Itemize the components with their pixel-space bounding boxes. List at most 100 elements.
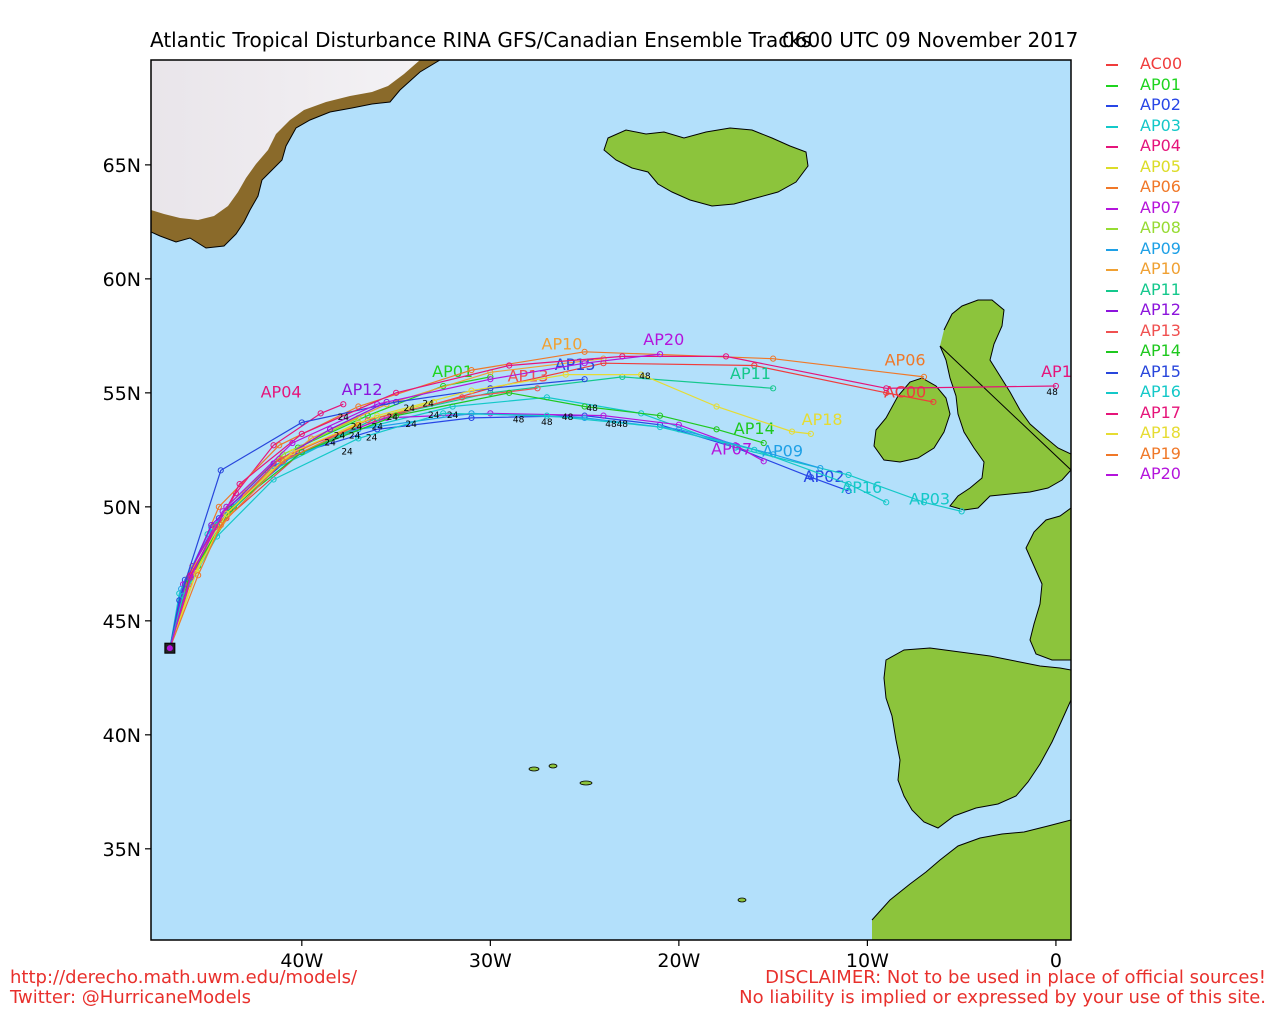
track-point xyxy=(562,371,569,378)
europe-mainland xyxy=(1026,508,1071,660)
track-point xyxy=(770,355,777,362)
forecast-hour-label: 24 xyxy=(349,431,361,441)
storm-origin-dot xyxy=(166,645,173,652)
track-point xyxy=(487,389,494,396)
forecast-hour-label: 24 xyxy=(372,422,384,432)
lon-tick-label: 20W xyxy=(657,950,700,972)
track-label: AP11 xyxy=(730,364,771,383)
track-label: AP10 xyxy=(542,335,583,354)
track-point xyxy=(392,412,400,419)
iberia xyxy=(884,648,1071,828)
track-point xyxy=(440,410,447,417)
axes-layer: 35N 40N 45N 50N 55N 60N 65N 40W 30W 20W 10W 0 xyxy=(103,155,1062,972)
legend-item-ap14: AP14 xyxy=(1100,341,1270,362)
iberia-coast xyxy=(883,647,1071,829)
legend-label: AP03 xyxy=(1140,115,1181,135)
legend-swatch xyxy=(1106,351,1118,353)
track-point xyxy=(807,474,814,481)
track-point xyxy=(722,353,730,360)
legend-label: AP02 xyxy=(1140,95,1181,114)
legend-item-ap13: AP13 xyxy=(1100,321,1270,342)
forecast-hour-label: 48 xyxy=(513,415,525,425)
legend-swatch xyxy=(1106,166,1118,169)
track-point xyxy=(487,410,494,417)
track-point xyxy=(638,371,645,378)
legend-label: AP08 xyxy=(1140,218,1181,237)
legend-label: AC00 xyxy=(1140,54,1183,73)
legend-label: AP04 xyxy=(1140,136,1181,155)
legend-label: AP01 xyxy=(1140,74,1181,94)
legend-swatch xyxy=(1106,187,1118,189)
forecast-hour-label: 24 xyxy=(338,413,350,423)
track-point xyxy=(298,419,305,426)
forecast-hour-label: 24 xyxy=(422,400,434,410)
track-label: AP12 xyxy=(342,380,383,399)
track-point xyxy=(468,414,475,422)
legend-label: AP18 xyxy=(1140,423,1181,442)
lon-tick-label: 40W xyxy=(280,950,323,972)
footer-right: DISCLAIMER: Not to be used in place of o… xyxy=(739,968,1266,1008)
track-line xyxy=(169,378,585,649)
legend-swatch xyxy=(1106,392,1118,394)
track-label: AC00 xyxy=(884,382,926,401)
legend-label: AP07 xyxy=(1140,197,1181,217)
track-point xyxy=(920,373,928,380)
legend-swatch xyxy=(1106,433,1118,435)
track-point xyxy=(600,412,607,419)
forecast-hour-label: 24 xyxy=(404,404,416,414)
forecast-hour-label: 24 xyxy=(351,422,363,432)
legend-label: AP05 xyxy=(1140,156,1181,176)
azores-island xyxy=(548,763,558,769)
track-point xyxy=(581,376,588,383)
track-line xyxy=(169,392,764,649)
track-point xyxy=(468,387,475,394)
azores-island xyxy=(579,780,593,786)
legend-swatch xyxy=(1106,330,1118,333)
legend-swatch xyxy=(1106,146,1118,148)
track-point xyxy=(760,439,767,447)
track-label: AP07 xyxy=(711,439,752,458)
track-point xyxy=(751,362,758,369)
legend-swatch xyxy=(1106,453,1118,456)
footer-left: http://derecho.math.uwm.edu/models/ Twit… xyxy=(10,968,357,1008)
track-point xyxy=(217,521,224,529)
legend-swatch xyxy=(1106,269,1118,271)
ireland-coast xyxy=(873,377,951,463)
legend: AC00 AP01 AP02 AP03 AP04 AP05 AP06 AP07 AP08 AP09… xyxy=(1100,54,1270,485)
track-point xyxy=(581,403,588,410)
track-point xyxy=(807,430,814,437)
track-point xyxy=(788,428,796,435)
track-label: AP06 xyxy=(885,350,926,369)
legend-item-ap16: AP16 xyxy=(1100,382,1270,403)
track-point xyxy=(270,476,277,483)
track-label: AP03 xyxy=(909,490,950,509)
legend-item-ap04: AP04 xyxy=(1100,136,1270,157)
track-point xyxy=(236,480,243,488)
track-point xyxy=(374,412,381,419)
track-point xyxy=(543,412,551,419)
track-point xyxy=(276,442,283,449)
legend-item-ap09: AP09 xyxy=(1100,239,1270,260)
track-point xyxy=(355,421,362,428)
madeira-island xyxy=(737,897,747,903)
track-ap19 xyxy=(169,421,362,649)
legend-label: AP20 xyxy=(1140,464,1181,483)
track-point xyxy=(340,401,347,408)
track-label: AP17 xyxy=(1041,362,1082,381)
track-point xyxy=(883,385,890,392)
source-link[interactable]: http://derecho.math.uwm.edu/models/ xyxy=(10,967,358,988)
track-line xyxy=(169,412,764,649)
legend-label: AP09 xyxy=(1140,238,1181,258)
legend-item-ap02: AP02 xyxy=(1100,95,1270,116)
legend-item-ap07: AP07 xyxy=(1100,198,1270,219)
great-britain xyxy=(940,300,1071,510)
disclaimer-line-1: DISCLAIMER: Not to be used in place of o… xyxy=(765,967,1266,988)
forecast-hour-label: 48 xyxy=(605,420,617,430)
track-point xyxy=(770,385,777,392)
africa-coast xyxy=(871,819,1071,921)
legend-item-ap06: AP06 xyxy=(1100,177,1270,198)
track-point xyxy=(930,398,937,406)
legend-item-ap05: AP05 xyxy=(1100,157,1270,178)
forecast-hour-label: 24 xyxy=(324,438,336,448)
